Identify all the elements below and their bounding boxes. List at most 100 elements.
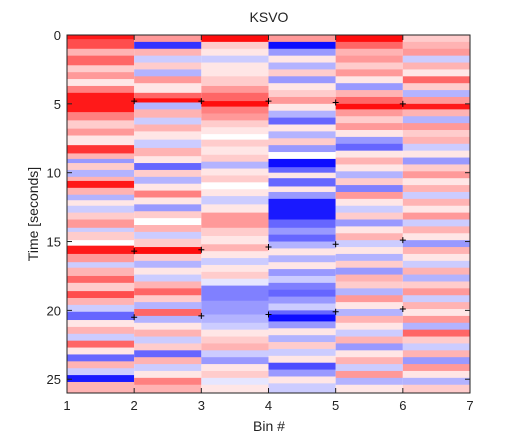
heatmap-cell-bin3-row18: [201, 168, 269, 176]
heatmap-cell-bin2-row39: [134, 309, 202, 317]
heatmap-cell-bin4-row41: [268, 328, 336, 336]
heatmap-cell-bin2-row48: [134, 370, 202, 379]
heatmap-cell-bin6-row30: [402, 240, 470, 248]
heatmap-cell-bin1-row19: [67, 180, 135, 189]
heatmap-cell-bin1-row41: [67, 333, 135, 342]
heatmap-cell-bin1-row20: [67, 187, 135, 196]
heatmap-cell-bin5-row25: [335, 205, 403, 214]
heatmap-cell-bin3-row35: [201, 314, 269, 324]
heatmap-cell-bin5-row47: [335, 357, 403, 365]
heatmap-cell-bin2-row10: [134, 102, 202, 110]
heatmap-cell-bin5-row21: [335, 178, 403, 186]
heatmap-cell-bin5-row7: [335, 83, 403, 91]
heatmap-cell-bin3-row8: [201, 101, 269, 107]
heatmap-cell-bin2-row1: [134, 41, 202, 50]
heatmap-cell-bin5-row32: [335, 253, 403, 262]
heatmap-cell-bin3-row36: [201, 322, 269, 331]
heatmap-cell-bin2-row21: [134, 183, 202, 191]
heatmap-cell-bin6-row3: [402, 55, 470, 63]
heatmap-cell-bin4-row24: [268, 198, 336, 220]
heatmap-cell-bin5-row48: [335, 364, 403, 372]
heatmap-cell-bin2-row30: [134, 247, 202, 255]
heatmap-cell-bin5-row8: [335, 90, 403, 98]
heatmap-cell-bin3-row34: [201, 300, 269, 315]
x-tick-label-4: 5: [332, 398, 339, 413]
heatmap-cell-bin1-row44: [67, 354, 135, 362]
heatmap-cell-bin6-row9: [402, 96, 470, 105]
heatmap-cell-bin2-row37: [134, 295, 202, 303]
heatmap-cell-bin4-row40: [268, 321, 336, 329]
heatmap-cell-bin4-row16: [268, 145, 336, 153]
heatmap-cell-bin2-row22: [134, 190, 202, 198]
heatmap-cell-bin4-row29: [268, 248, 336, 256]
heatmap-cell-bin6-row37: [402, 288, 470, 296]
heatmap-cell-bin1-row2: [67, 48, 135, 57]
heatmap-cell-bin4-row8: [268, 90, 336, 98]
heatmap-cell-bin6-row24: [402, 198, 470, 207]
heatmap-cell-bin6-row50: [402, 377, 470, 386]
heatmap-cell-bin3-row9: [201, 106, 269, 114]
y-tick-label-5: 25: [47, 372, 61, 387]
heatmap-cell-bin2-row42: [134, 329, 202, 337]
heatmap-cell-bin2-row9: [134, 98, 202, 103]
heatmap-cell-bin4-row27: [268, 234, 336, 242]
heatmap-cell-bin6-row14: [402, 130, 470, 138]
heatmap-cell-bin4-row2: [268, 48, 336, 57]
x-tick-label-5: 6: [399, 398, 406, 413]
heatmap-cell-bin1-row0: [67, 35, 135, 40]
chart-title: KSVO: [250, 9, 289, 25]
heatmap-cell-bin2-row32: [134, 260, 202, 269]
heatmap-cell-bin4-row17: [268, 152, 336, 160]
heatmap-cell-bin3-row10: [201, 113, 269, 121]
heatmap-cell-bin2-row15: [134, 139, 202, 149]
heatmap-cell-bin6-row34: [402, 267, 470, 275]
heatmap-cell-bin5-row3: [335, 55, 403, 63]
heatmap-cell-bin6-row0: [402, 35, 470, 43]
heatmap-cell-bin5-row27: [335, 219, 403, 227]
heatmap-cell-bin3-row6: [201, 85, 269, 94]
heatmap-cell-bin5-row28: [335, 226, 403, 234]
heatmap-cell-bin1-row30: [67, 253, 135, 263]
heatmap-cell-bin5-row29: [335, 233, 403, 241]
heatmap-cell-bin4-row36: [268, 296, 336, 304]
heatmap-cell-bin1-row9: [67, 112, 135, 121]
heatmap-cell-bin2-row45: [134, 350, 202, 358]
heatmap-cell-bin1-row8: [67, 92, 135, 113]
event-marker-3: [332, 99, 339, 106]
heatmap-cell-bin1-row47: [67, 375, 135, 383]
heatmap-cell-bin2-row35: [134, 281, 202, 289]
heatmap-cell-bin1-row36: [67, 297, 135, 306]
heatmap-cell-bin2-row7: [134, 83, 202, 94]
heatmap-cell-bin1-row17: [67, 169, 135, 178]
heatmap-cell-bin5-row42: [335, 322, 403, 331]
heatmap-cell-bin3-row17: [201, 161, 269, 169]
heatmap-cell-bin2-row26: [134, 218, 202, 226]
heatmap-cell-bin4-row45: [268, 355, 336, 364]
heatmap-cell-bin2-row19: [134, 169, 202, 178]
heatmap-cell-bin1-row1: [67, 39, 135, 50]
heatmap-cell-bin1-row15: [67, 158, 135, 164]
heatmap-cell-bin1-row39: [67, 320, 135, 328]
heatmap-cell-bin2-row18: [134, 163, 202, 171]
event-marker-1: [198, 98, 205, 105]
heatmap-cell-bin5-row36: [335, 281, 403, 289]
heatmap-cell-bin1-row48: [67, 381, 135, 394]
heatmap-cell-bin4-row15: [268, 138, 336, 146]
event-marker-7: [265, 244, 272, 251]
heatmap-cell-bin5-row37: [335, 288, 403, 296]
event-marker-6: [198, 246, 205, 253]
x-tick-label-2: 3: [198, 398, 205, 413]
heatmap-cell-bin5-row20: [335, 171, 403, 179]
heatmap-cell-bin1-row23: [67, 205, 135, 214]
event-marker-2: [265, 98, 272, 105]
heatmap-cell-bin4-row14: [268, 131, 336, 139]
heatmap-cell-bin5-row19: [335, 164, 403, 172]
heatmap-cell-bin5-row14: [335, 130, 403, 138]
heatmap-cell-bin5-row50: [335, 377, 403, 386]
heatmap-cell-bin5-row30: [335, 240, 403, 248]
heatmap-cell-bin2-row29: [134, 238, 202, 248]
heatmap-cell-bin6-row16: [402, 143, 470, 152]
heatmap-cell-bin4-row7: [268, 83, 336, 91]
heatmap-cell-bin5-row45: [335, 343, 403, 351]
heatmap-cell-bin5-row2: [335, 48, 403, 57]
